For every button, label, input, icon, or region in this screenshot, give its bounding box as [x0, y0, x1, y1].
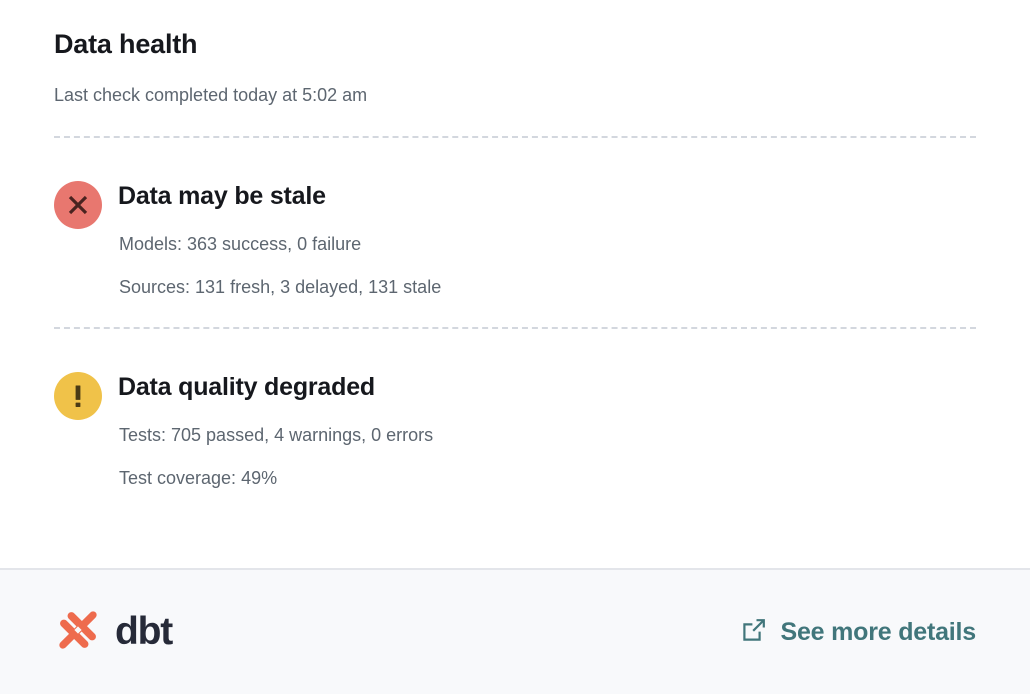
- dbt-wordmark: dbt: [115, 609, 173, 653]
- status-detail-tests: Tests: 705 passed, 4 warnings, 0 errors: [119, 424, 434, 445]
- divider-middle: [54, 326, 976, 329]
- status-title: Data may be stale: [118, 181, 326, 210]
- warning-circle-exclamation-icon: [54, 371, 102, 420]
- external-link-icon: [741, 617, 767, 648]
- status-text-group: Data may be stale Models: 363 success, 0…: [118, 181, 976, 299]
- status-title: Data quality degraded: [118, 372, 375, 401]
- status-row: Data quality degraded Tests: 705 passed,…: [54, 337, 976, 490]
- status-detail-coverage: Test coverage: 49%: [119, 468, 278, 489]
- dbt-logo-icon: [54, 606, 102, 659]
- card-body: Data health Last check completed today a…: [54, 0, 976, 490]
- card-header: Data health Last check completed today a…: [54, 0, 976, 108]
- status-text-group: Data quality degraded Tests: 705 passed,…: [118, 372, 976, 490]
- see-more-details-label: See more details: [780, 617, 976, 646]
- card-footer: dbt See more details: [0, 568, 1030, 694]
- error-circle-x-icon: [54, 180, 102, 229]
- dbt-brand: dbt: [54, 606, 173, 659]
- status-detail-sources: Sources: 131 fresh, 3 delayed, 131 stale: [119, 277, 442, 298]
- page-title: Data health: [54, 29, 198, 59]
- divider-top: [54, 135, 976, 138]
- last-check-status-text: Last check completed today at 5:02 am: [54, 85, 368, 106]
- status-row: Data may be stale Models: 363 success, 0…: [54, 146, 976, 299]
- see-more-details-link[interactable]: See more details: [741, 617, 976, 648]
- status-detail-models: Models: 363 success, 0 failure: [119, 233, 362, 254]
